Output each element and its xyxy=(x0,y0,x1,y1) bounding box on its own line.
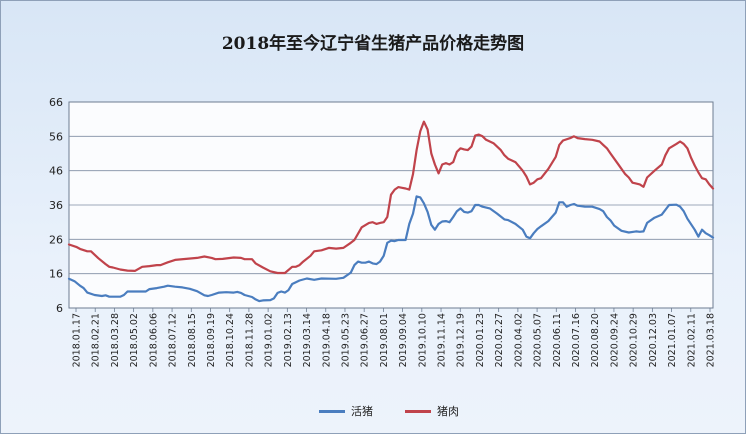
x-tick-label: 2021.01.07 xyxy=(667,313,678,367)
legend-swatch-live-pig xyxy=(319,409,345,413)
x-tick-label: 2019.01.02 xyxy=(264,313,275,367)
x-tick-label: 2018.06.06 xyxy=(148,313,159,367)
x-tick-label: 2019.04.18 xyxy=(321,313,332,367)
y-tick-label: 46 xyxy=(49,165,63,178)
x-tick-label: 2019.06.27 xyxy=(360,313,371,367)
x-tick-label: 2020.04.02 xyxy=(513,313,524,367)
x-tick-label: 2020.02.27 xyxy=(494,313,505,367)
x-tick-label: 2020.08.20 xyxy=(590,313,601,367)
series-line-pork xyxy=(67,120,715,275)
x-tick-label: 2018.07.12 xyxy=(168,313,179,367)
y-tick-label: 56 xyxy=(49,130,63,143)
y-tick-label: 36 xyxy=(49,199,63,212)
x-tick-label: 2018.08.15 xyxy=(187,313,198,367)
x-tick-label: 2020.10.29 xyxy=(629,313,640,367)
x-tick-label: 2019.02.13 xyxy=(283,313,294,367)
x-tick-label: 2021.02.11 xyxy=(686,313,697,367)
x-tick-label: 2019.09.04 xyxy=(398,313,409,367)
series-line-live-pig xyxy=(67,195,715,303)
legend-label-pork: 猪肉 xyxy=(437,405,459,418)
x-tick-label: 2019.10.10 xyxy=(417,313,428,367)
x-tick-label: 2018.01.17 xyxy=(72,313,83,367)
x-tick-label: 2020.09.24 xyxy=(609,313,620,367)
legend-label-live-pig: 活猪 xyxy=(351,405,373,418)
x-tick-label: 2018.03.28 xyxy=(110,313,121,367)
y-tick-label: 66 xyxy=(49,96,63,109)
x-tick-label: 2019.03.14 xyxy=(302,313,313,367)
x-tick-label: 2020.01.23 xyxy=(475,313,486,367)
x-tick-label: 2018.02.21 xyxy=(91,313,102,367)
x-tick-label: 2020.05.07 xyxy=(533,313,544,367)
x-tick-label: 2020.06.11 xyxy=(552,313,563,367)
x-tick-label: 2018.11.28 xyxy=(244,313,255,367)
y-tick-label: 6 xyxy=(56,302,63,315)
legend-item-pork: 猪肉 xyxy=(405,403,459,419)
legend-item-live-pig: 活猪 xyxy=(319,403,373,419)
y-tick-label: 16 xyxy=(49,268,63,281)
x-tick-label: 2018.05.02 xyxy=(129,313,140,367)
y-tick-label: 26 xyxy=(49,233,63,246)
x-tick-label: 2021.03.18 xyxy=(706,313,717,367)
x-tick-label: 2019.11.14 xyxy=(437,313,448,367)
x-tick-label: 2018.10.24 xyxy=(225,313,236,367)
chart-legend: 活猪 猪肉 xyxy=(1,403,745,421)
x-tick-label: 2020.07.16 xyxy=(571,313,582,367)
x-tick-label: 2020.12.03 xyxy=(648,313,659,367)
x-tick-label: 2019.12.19 xyxy=(456,313,467,367)
chart-title: 2018年至今辽宁省生猪产品价格走势图 xyxy=(221,34,525,54)
x-tick-label: 2019.08.01 xyxy=(379,313,390,367)
legend-swatch-pork xyxy=(405,409,431,413)
x-tick-label: 2019.05.23 xyxy=(340,313,351,367)
x-tick-label: 2018.09.19 xyxy=(206,313,217,367)
